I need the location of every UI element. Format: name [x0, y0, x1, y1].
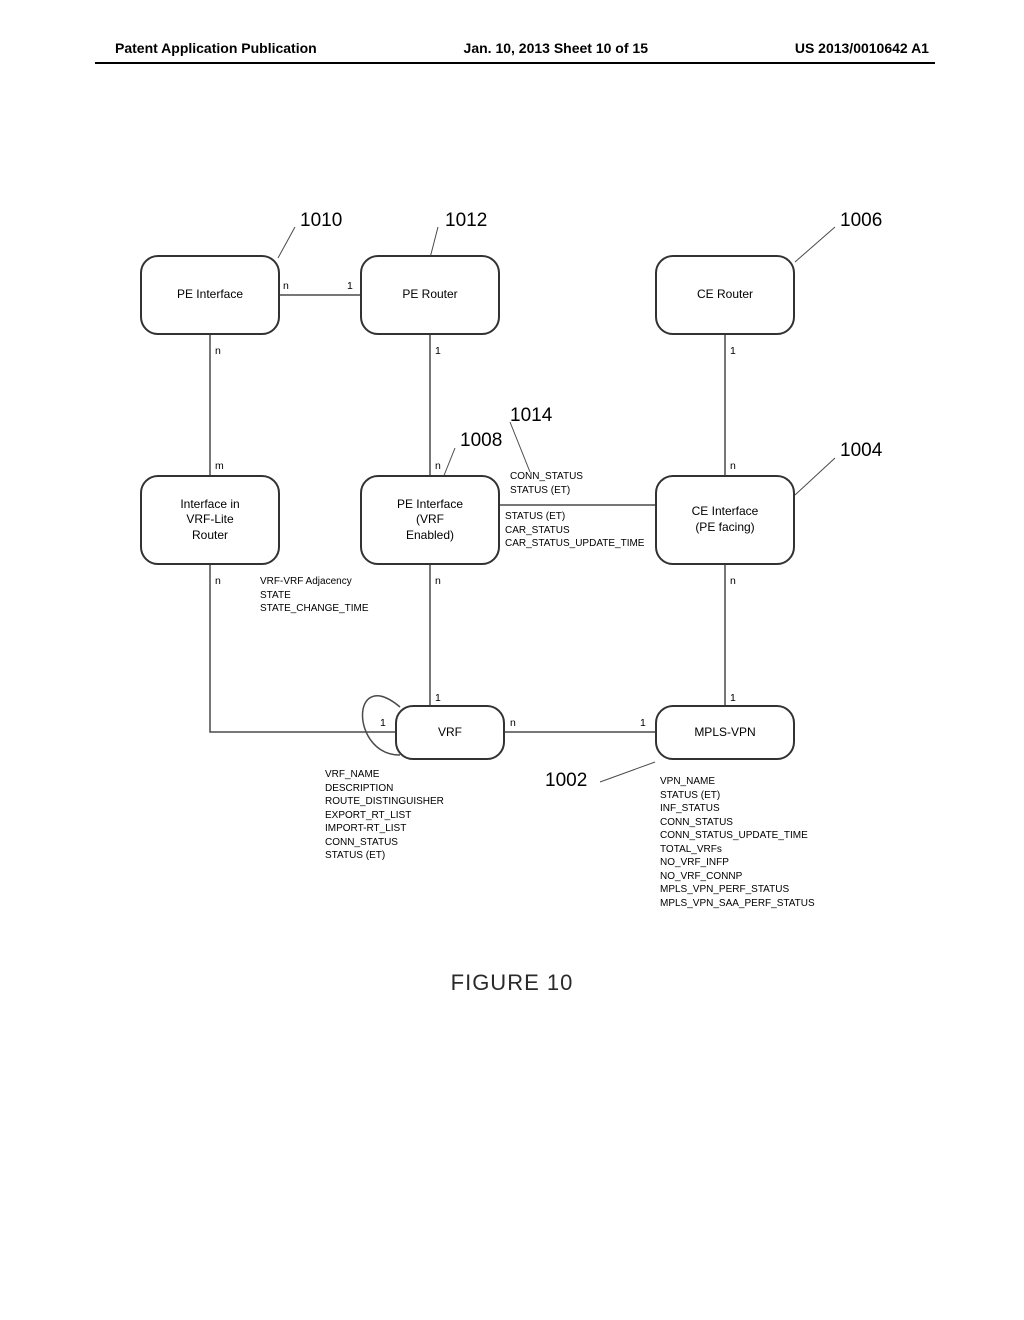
entity-label: MPLS-VPN	[694, 725, 755, 741]
cardinality-label: n	[730, 460, 736, 472]
attribute-list-vrf_attrs: VRF_NAME DESCRIPTION ROUTE_DISTINGUISHER…	[325, 768, 444, 863]
reference-number: 1002	[545, 770, 587, 792]
entity-label: VRF	[438, 725, 462, 741]
reference-leader	[443, 448, 455, 478]
reference-leader	[278, 227, 295, 258]
reference-number: 1008	[460, 430, 502, 452]
attribute-list-vpn_attrs: VPN_NAME STATUS (ET) INF_STATUS CONN_STA…	[660, 775, 815, 910]
entity-vrf: VRF	[395, 705, 505, 760]
cardinality-label: n	[283, 280, 289, 292]
cardinality-label: n	[730, 575, 736, 587]
cardinality-label: n	[215, 345, 221, 357]
cardinality-label: 1	[730, 692, 736, 704]
reference-number: 1012	[445, 210, 487, 232]
entity-iface_vrf_lite: Interface inVRF-LiteRouter	[140, 475, 280, 565]
entity-pe_interface: PE Interface	[140, 255, 280, 335]
header-left: Patent Application Publication	[115, 40, 317, 56]
page-header: Patent Application Publication Jan. 10, …	[0, 40, 1024, 56]
entity-ce_interface: CE Interface(PE facing)	[655, 475, 795, 565]
reference-number: 1010	[300, 210, 342, 232]
reference-leader	[600, 762, 655, 782]
reference-number: 1014	[510, 405, 552, 427]
reference-number: 1004	[840, 440, 882, 462]
cardinality-label: 1	[435, 692, 441, 704]
reference-leader	[510, 422, 530, 472]
reference-leader	[430, 227, 438, 258]
cardinality-label: 1	[435, 345, 441, 357]
reference-number: 1006	[840, 210, 882, 232]
cardinality-label: m	[215, 460, 224, 472]
reference-leader	[795, 458, 835, 495]
attribute-list-conn_attrs2: STATUS (ET) CAR_STATUS CAR_STATUS_UPDATE…	[505, 510, 644, 551]
cardinality-label: n	[510, 717, 516, 729]
figure-title: FIGURE 10	[0, 970, 1024, 996]
attribute-list-conn_attrs: CONN_STATUS STATUS (ET)	[510, 470, 583, 497]
attribute-list-adj_attrs: VRF-VRF Adjacency STATE STATE_CHANGE_TIM…	[260, 575, 369, 616]
entity-label: PE Interface	[177, 287, 243, 303]
header-center: Jan. 10, 2013 Sheet 10 of 15	[464, 40, 648, 56]
cardinality-label: 1	[640, 717, 646, 729]
reference-leader	[795, 227, 835, 262]
cardinality-label: 1	[380, 717, 386, 729]
entity-label: CE Interface(PE facing)	[692, 504, 759, 535]
entity-ce_router: CE Router	[655, 255, 795, 335]
entity-label: CE Router	[697, 287, 753, 303]
entity-label: Interface inVRF-LiteRouter	[180, 497, 239, 544]
entity-label: PE Router	[402, 287, 457, 303]
cardinality-label: n	[435, 460, 441, 472]
cardinality-label: n	[435, 575, 441, 587]
cardinality-label: 1	[730, 345, 736, 357]
er-diagram: n 1 1 n n m 1 n n 1 n 1 n 1 n 1 PE Interface 1010 PE Route…	[100, 200, 930, 950]
header-rule	[95, 62, 935, 64]
header-right: US 2013/0010642 A1	[795, 40, 929, 56]
cardinality-label: n	[215, 575, 221, 587]
entity-pe_iface_vrf: PE Interface(VRFEnabled)	[360, 475, 500, 565]
entity-pe_router: PE Router	[360, 255, 500, 335]
cardinality-label: 1	[347, 280, 353, 292]
entity-mpls_vpn: MPLS-VPN	[655, 705, 795, 760]
entity-label: PE Interface(VRFEnabled)	[397, 497, 463, 544]
